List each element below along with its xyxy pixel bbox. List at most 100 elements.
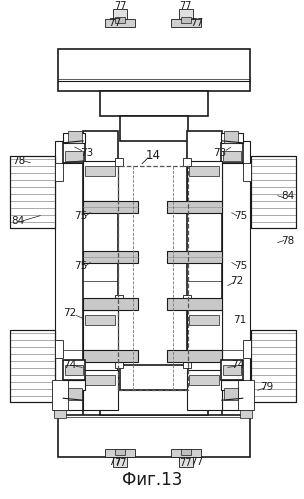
Text: 77: 77	[190, 18, 203, 28]
Bar	[83, 201, 138, 213]
Text: 74: 74	[64, 360, 77, 370]
Bar	[83, 250, 138, 262]
Bar	[83, 370, 118, 410]
Text: Фиг.13: Фиг.13	[122, 471, 182, 489]
Bar	[105, 449, 135, 457]
Polygon shape	[63, 133, 85, 143]
Polygon shape	[221, 380, 243, 390]
Bar	[54, 410, 66, 418]
Bar	[10, 156, 55, 228]
Bar	[189, 166, 219, 176]
Text: 77: 77	[109, 457, 122, 467]
Bar	[183, 158, 191, 166]
Bar	[251, 156, 296, 228]
Bar	[58, 415, 250, 457]
Text: 77: 77	[180, 1, 192, 11]
Bar	[183, 360, 191, 368]
Bar	[167, 350, 222, 362]
Text: 14: 14	[146, 149, 161, 162]
Bar	[171, 19, 201, 27]
Text: 77: 77	[114, 458, 126, 468]
Bar	[55, 340, 63, 358]
Bar	[10, 156, 55, 228]
Bar	[171, 449, 201, 457]
Bar	[105, 19, 135, 27]
Bar	[65, 151, 83, 161]
Bar	[167, 201, 222, 213]
Bar	[83, 131, 118, 420]
Bar	[83, 350, 138, 362]
Text: 84: 84	[281, 191, 294, 201]
Bar	[181, 449, 191, 455]
Text: 77: 77	[109, 18, 122, 28]
Text: 84: 84	[12, 216, 25, 226]
Bar	[189, 315, 219, 325]
Polygon shape	[221, 133, 243, 143]
Text: 75: 75	[234, 260, 247, 270]
Bar	[223, 151, 241, 161]
Bar	[120, 116, 188, 141]
Text: 78: 78	[12, 156, 25, 166]
Bar	[251, 156, 296, 228]
Bar	[221, 360, 243, 380]
Bar	[243, 163, 251, 181]
Bar	[187, 310, 222, 350]
Bar	[115, 449, 125, 455]
Bar	[223, 365, 241, 375]
Text: 72: 72	[230, 275, 244, 285]
Bar	[224, 131, 238, 143]
Bar	[58, 49, 250, 91]
Bar	[183, 295, 191, 303]
Bar	[179, 9, 193, 19]
Bar	[115, 158, 123, 166]
Bar	[187, 131, 222, 420]
Bar	[240, 410, 252, 418]
Bar	[55, 163, 63, 181]
Bar	[187, 370, 222, 410]
Bar	[85, 166, 115, 176]
Bar	[181, 17, 191, 23]
Bar	[238, 380, 254, 410]
Bar	[187, 161, 222, 201]
Bar	[179, 457, 193, 467]
Bar	[55, 141, 83, 410]
Text: 79: 79	[260, 382, 273, 392]
Bar	[167, 298, 222, 310]
Text: 75: 75	[74, 260, 88, 270]
Bar	[63, 143, 85, 163]
Bar	[10, 330, 55, 402]
Bar	[167, 250, 222, 262]
Text: 77: 77	[190, 457, 203, 467]
Text: 72: 72	[64, 308, 77, 318]
Text: 77: 77	[180, 458, 192, 468]
Bar	[100, 390, 208, 415]
Text: 75: 75	[74, 211, 88, 221]
Bar	[251, 330, 296, 402]
Bar	[115, 360, 123, 368]
Bar	[85, 375, 115, 385]
Bar	[115, 17, 125, 23]
Bar	[222, 141, 250, 410]
Bar	[83, 310, 118, 350]
Bar	[52, 380, 68, 410]
Bar	[221, 143, 243, 163]
Bar	[85, 315, 115, 325]
Bar	[83, 298, 138, 310]
Bar	[65, 365, 83, 375]
Bar	[118, 166, 188, 390]
Bar	[115, 295, 123, 303]
Bar	[120, 365, 188, 390]
Text: 73: 73	[213, 148, 226, 158]
Text: 73: 73	[81, 148, 94, 158]
Bar	[189, 375, 219, 385]
Polygon shape	[63, 380, 85, 390]
Text: 75: 75	[234, 211, 247, 221]
Bar	[68, 388, 82, 400]
Bar	[83, 161, 118, 201]
Bar	[251, 330, 296, 402]
Text: 71: 71	[233, 315, 247, 325]
Bar	[63, 360, 85, 380]
Bar	[224, 388, 238, 400]
Text: 77: 77	[114, 1, 126, 11]
Text: 78: 78	[281, 236, 294, 246]
